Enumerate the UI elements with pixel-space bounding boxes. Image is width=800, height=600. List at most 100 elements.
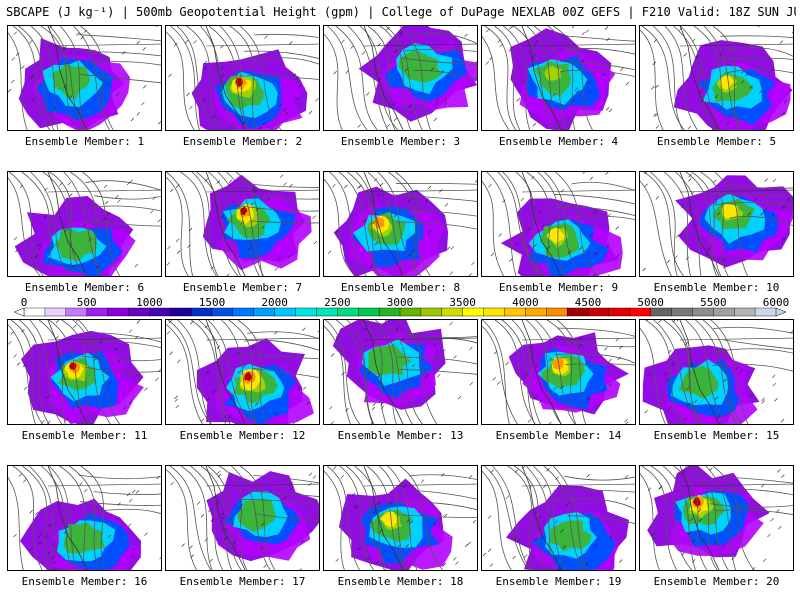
wind-barbs	[644, 320, 793, 423]
cape-map-20	[640, 466, 793, 570]
cape-map-16	[8, 466, 161, 570]
cape-map-18	[324, 466, 477, 570]
height-contours	[8, 26, 161, 130]
ensemble-panel-15	[639, 319, 794, 425]
border-line	[363, 189, 477, 193]
coastline	[363, 26, 404, 130]
coastline	[205, 172, 246, 276]
cape-map-4	[482, 26, 635, 130]
member-label-4: Ensemble Member: 4	[498, 135, 619, 148]
ensemble-panel-7	[165, 171, 320, 277]
ensemble-panel-6	[7, 171, 162, 277]
cape-map-8	[324, 172, 477, 276]
colorbar-tick-label: 6000	[762, 296, 790, 309]
height-contours	[640, 320, 793, 424]
border-line	[679, 483, 793, 487]
cape-field	[14, 196, 136, 276]
colorbar-swatch	[546, 307, 568, 317]
colorbar-tick-label: 4500	[574, 296, 602, 309]
height-contours	[166, 466, 319, 570]
cape-map-14	[482, 320, 635, 424]
wind-barbs	[328, 321, 473, 424]
colorbar-swatch	[525, 307, 547, 317]
colorbar-swatch	[650, 307, 673, 317]
coastline	[679, 26, 720, 130]
member-label-7: Ensemble Member: 7	[182, 281, 303, 294]
colorbar-swatch	[378, 307, 401, 317]
coastline	[521, 320, 562, 424]
coastline	[521, 172, 562, 276]
member-label-18: Ensemble Member: 18	[337, 575, 464, 588]
cape-map-10	[640, 172, 793, 276]
member-label-10: Ensemble Member: 10	[653, 281, 780, 294]
colorbar-tick-label: 1000	[136, 296, 163, 309]
cape-map-9	[482, 172, 635, 276]
coastline	[521, 26, 562, 130]
colorbar-swatch	[587, 307, 610, 317]
colorbar-swatch	[692, 307, 715, 317]
wind-barbs	[333, 26, 477, 128]
colorbar-swatch	[358, 307, 380, 317]
coastline	[679, 466, 720, 570]
border-line	[679, 337, 793, 341]
colorbar-swatch	[170, 307, 192, 317]
colorbar-swatch	[295, 307, 318, 317]
wind-barbs	[166, 320, 319, 424]
cape-map-17	[166, 466, 319, 570]
cape-field	[20, 498, 142, 570]
wind-barbs	[488, 172, 620, 276]
colorbar-swatch	[128, 307, 151, 317]
member-label-2: Ensemble Member: 2	[182, 135, 303, 148]
ensemble-panel-4	[481, 25, 636, 131]
height-contours	[324, 466, 477, 570]
member-label-9: Ensemble Member: 9	[498, 281, 619, 294]
coastline	[47, 466, 88, 570]
colorbar-swatch	[713, 307, 735, 317]
height-contours	[324, 172, 477, 276]
colorbar-swatch	[629, 307, 652, 317]
coastline	[679, 172, 720, 276]
cape-field	[510, 28, 616, 130]
ensemble-panel-11	[7, 319, 162, 425]
cape-field	[506, 485, 629, 570]
member-label-17: Ensemble Member: 17	[179, 575, 306, 588]
cape-map-2	[166, 26, 319, 130]
coastline	[205, 26, 246, 130]
coastline	[363, 320, 404, 424]
colorbar-swatch	[441, 307, 464, 317]
colorbar-swatch	[107, 307, 130, 317]
colorbar-tick-label: 4000	[512, 296, 539, 309]
height-contours	[482, 172, 635, 276]
coastline	[205, 466, 246, 570]
member-label-12: Ensemble Member: 12	[179, 429, 306, 442]
member-label-11: Ensemble Member: 11	[21, 429, 148, 442]
ensemble-panel-18	[323, 465, 478, 571]
colorbar-swatch	[316, 307, 339, 317]
ensemble-panel-16	[7, 465, 162, 571]
ensemble-panel-1	[7, 25, 162, 131]
ensemble-panel-2	[165, 25, 320, 131]
wind-barbs	[13, 179, 161, 269]
ensemble-panel-3	[323, 25, 478, 131]
cape-map-5	[640, 26, 793, 130]
coastline	[363, 466, 404, 570]
colorbar-max-arrow	[775, 307, 787, 317]
border-line	[521, 189, 635, 193]
colorbar-swatch	[149, 307, 171, 317]
ensemble-panel-9	[481, 171, 636, 277]
height-contours	[640, 466, 793, 570]
border-line	[47, 43, 161, 47]
colorbar-tick-label: 2000	[261, 296, 288, 309]
border-line	[205, 189, 319, 193]
wind-barbs	[650, 26, 793, 130]
border-line	[205, 43, 319, 47]
cape-field	[675, 175, 793, 268]
ensemble-panel-8	[323, 171, 478, 277]
colorbar-swatch	[734, 307, 756, 317]
colorbar-swatch	[253, 307, 276, 317]
colorbar-swatch	[399, 307, 422, 317]
height-contours	[640, 26, 793, 130]
cape-map-15	[640, 320, 793, 424]
colorbar-swatch	[483, 307, 506, 317]
member-label-15: Ensemble Member: 15	[653, 429, 780, 442]
